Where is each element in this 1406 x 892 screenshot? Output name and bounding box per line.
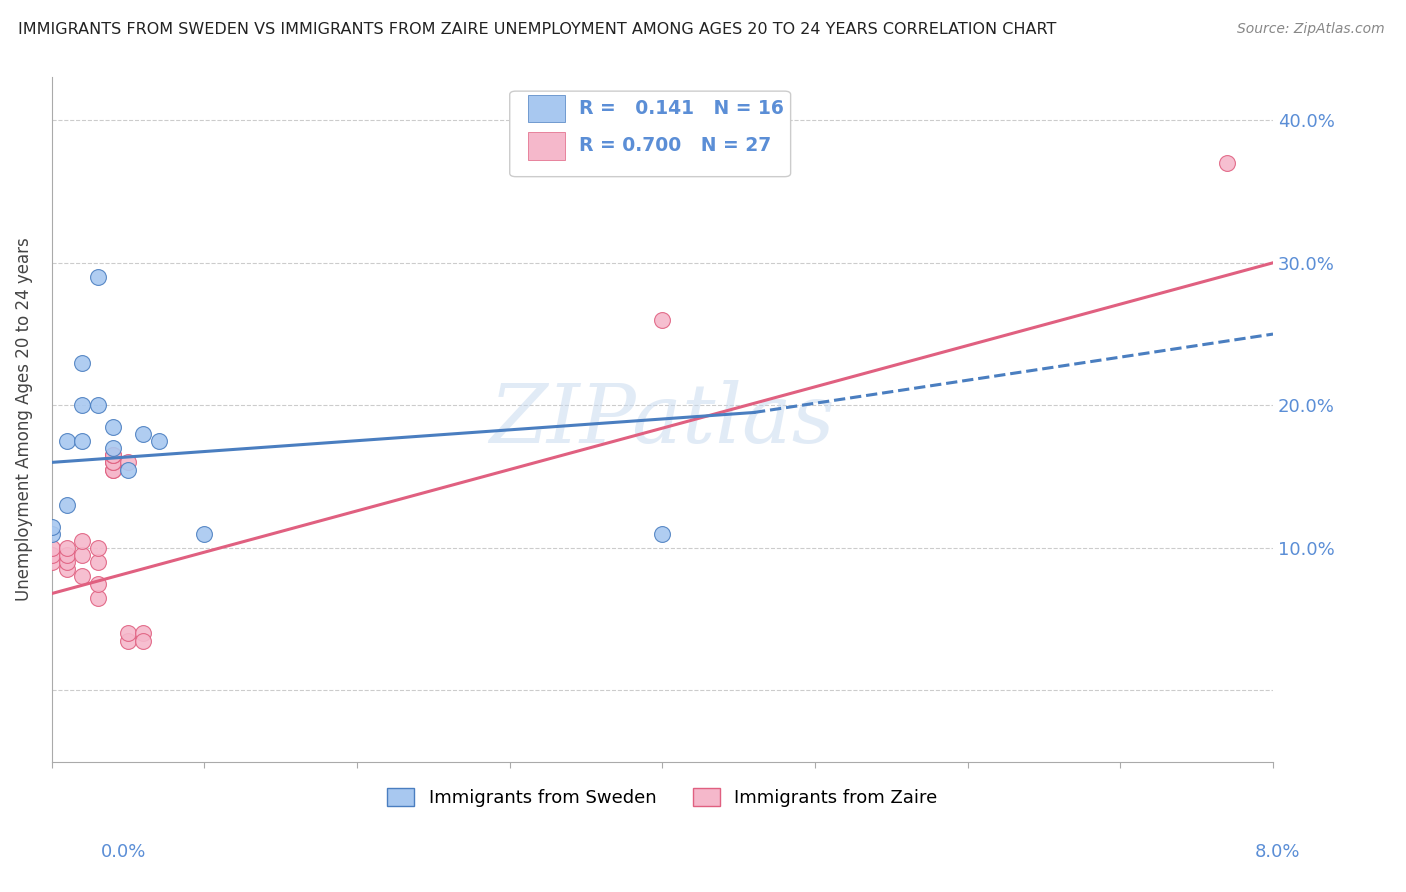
Point	[72, 398, 94, 412]
Point	[86, 270, 108, 285]
FancyBboxPatch shape	[529, 95, 565, 122]
Point	[101, 441, 124, 455]
Point	[101, 448, 124, 462]
Point	[132, 633, 155, 648]
Text: ZIPatlas: ZIPatlas	[489, 380, 835, 459]
Point	[86, 591, 108, 605]
Text: IMMIGRANTS FROM SWEDEN VS IMMIGRANTS FROM ZAIRE UNEMPLOYMENT AMONG AGES 20 TO 24: IMMIGRANTS FROM SWEDEN VS IMMIGRANTS FRO…	[18, 22, 1057, 37]
Point	[651, 526, 673, 541]
Text: 0.0%: 0.0%	[101, 843, 146, 861]
Point	[86, 555, 108, 569]
Point	[1216, 156, 1239, 170]
Point	[41, 526, 63, 541]
Point	[56, 562, 79, 576]
Point	[101, 419, 124, 434]
Point	[72, 434, 94, 448]
Point	[86, 398, 108, 412]
Point	[72, 569, 94, 583]
Point	[56, 541, 79, 555]
Point	[117, 462, 139, 476]
FancyBboxPatch shape	[510, 91, 790, 177]
Point	[41, 555, 63, 569]
Text: 8.0%: 8.0%	[1256, 843, 1301, 861]
Point	[117, 633, 139, 648]
Point	[101, 462, 124, 476]
Point	[101, 455, 124, 469]
Point	[72, 355, 94, 369]
Point	[56, 548, 79, 562]
FancyBboxPatch shape	[529, 132, 565, 160]
Legend: Immigrants from Sweden, Immigrants from Zaire: Immigrants from Sweden, Immigrants from …	[380, 780, 945, 814]
Point	[41, 548, 63, 562]
Point	[56, 498, 79, 512]
Point	[72, 548, 94, 562]
Point	[148, 434, 170, 448]
Point	[101, 462, 124, 476]
Point	[41, 541, 63, 555]
Point	[86, 576, 108, 591]
Point	[86, 541, 108, 555]
Point	[117, 455, 139, 469]
Point	[101, 448, 124, 462]
Point	[117, 626, 139, 640]
Text: R =   0.141   N = 16: R = 0.141 N = 16	[579, 99, 785, 118]
Point	[132, 426, 155, 441]
Point	[56, 555, 79, 569]
Point	[72, 533, 94, 548]
Point	[101, 455, 124, 469]
Point	[651, 313, 673, 327]
Point	[132, 626, 155, 640]
Text: R = 0.700   N = 27: R = 0.700 N = 27	[579, 136, 772, 155]
Y-axis label: Unemployment Among Ages 20 to 24 years: Unemployment Among Ages 20 to 24 years	[15, 238, 32, 601]
Point	[56, 434, 79, 448]
Point	[193, 526, 215, 541]
Point	[41, 519, 63, 533]
Text: Source: ZipAtlas.com: Source: ZipAtlas.com	[1237, 22, 1385, 37]
